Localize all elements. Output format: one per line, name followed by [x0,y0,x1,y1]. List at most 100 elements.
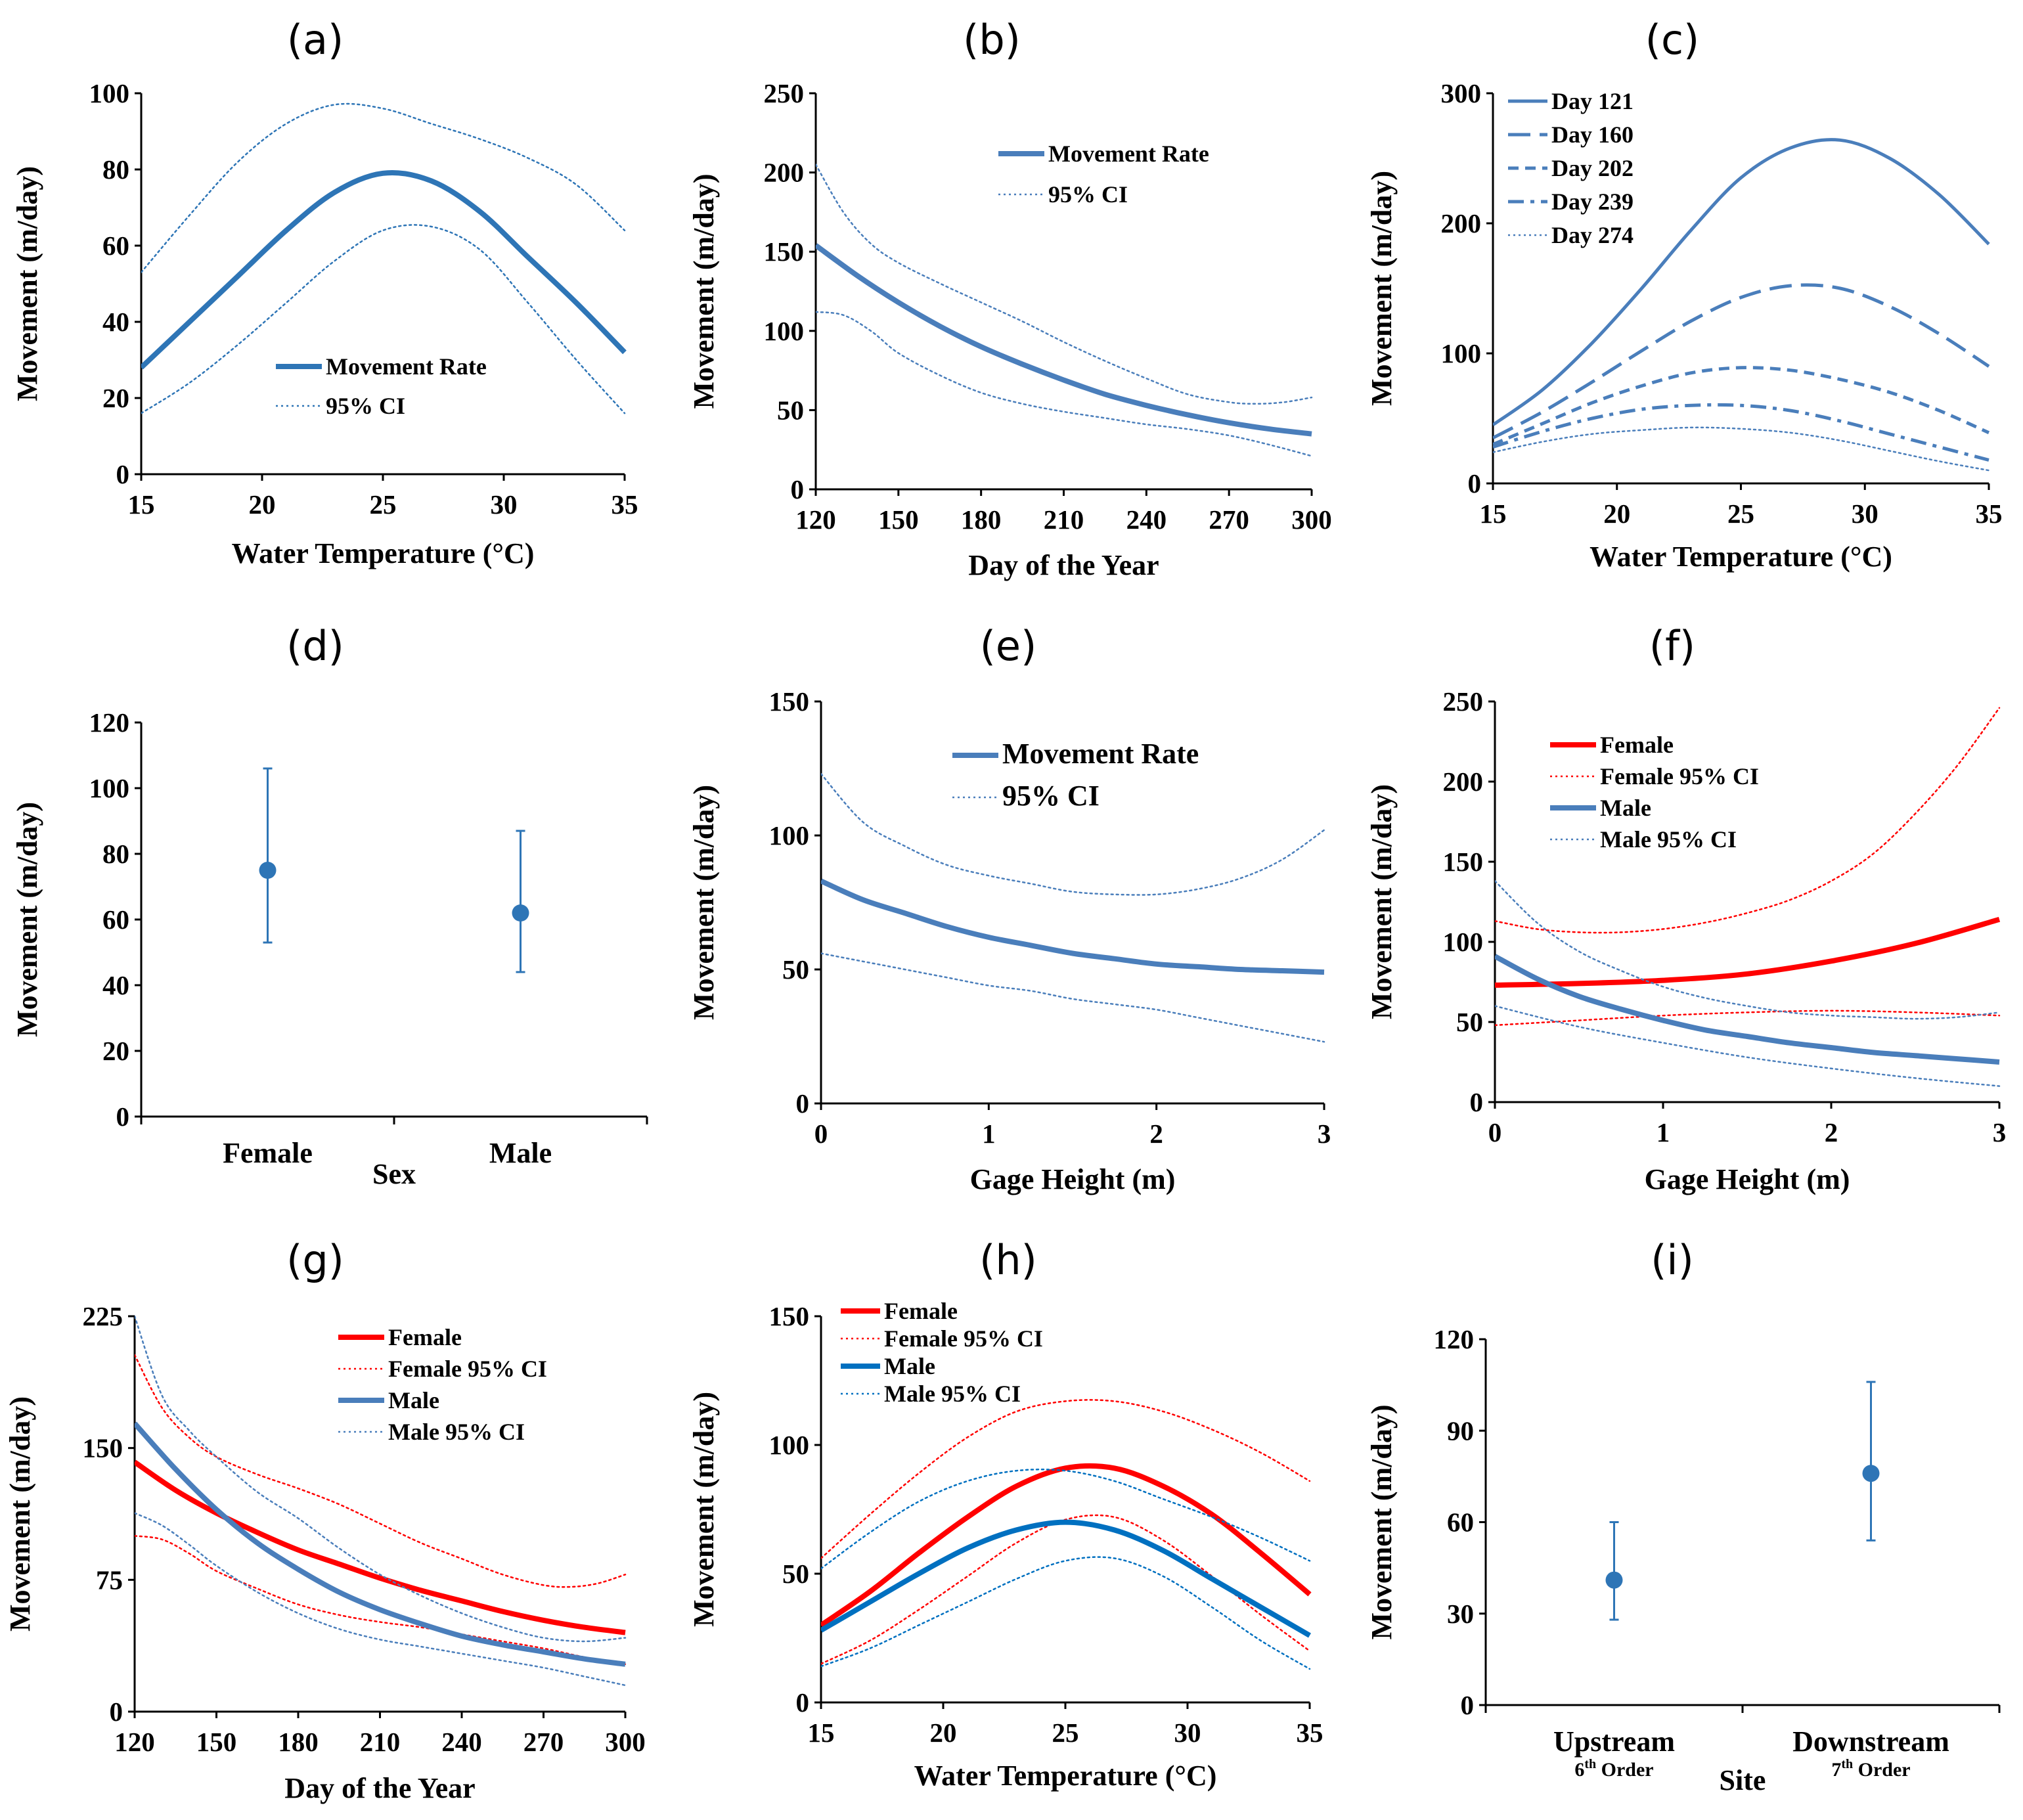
y-tick-label: 150 [83,1433,123,1463]
series-line-female [821,1463,1312,1628]
y-tick-label: 120 [1434,1324,1475,1354]
x-axis-title: Gage Height (m) [970,1163,1176,1195]
y-tick-label: 200 [1441,208,1482,238]
y-tick-label: 150 [769,1301,810,1331]
legend-label: Female 95% CI [388,1356,547,1382]
x-tick-label: 1 [1656,1117,1670,1147]
y-tick-label: 300 [1441,78,1482,108]
x-tick-label: 120 [795,504,836,535]
x-tick-label: 15 [128,489,155,520]
order-number: 7 [1831,1759,1841,1781]
series-line-95-ci-lower [141,224,626,414]
legend-label: Male 95% CI [388,1419,525,1445]
panel-h: (h) 0 50 100 150 15 20 25 30 35 Water Temperature … [688,1236,1323,1792]
x-tick-label: 30 [1852,499,1878,529]
y-tick-label: 0 [796,1088,810,1119]
legend-label: Movement Rate [1048,141,1209,167]
y-axis-title: Movement (m/day) [1366,171,1398,406]
y-tick-label: 100 [769,820,810,851]
y-tick-label: 150 [764,236,805,267]
series-line-movement-rate [816,243,1312,437]
series-line-day-202 [1493,366,1990,446]
x-tick-label: 25 [1052,1718,1079,1748]
panel-c: (c) 0 100 200 300 15 20 25 30 35 Water Temperature… [1366,16,2003,573]
order-suffix: th [1584,1757,1596,1771]
y-tick-label: 100 [769,1430,810,1460]
y-axis-title: Movement (m/day) [688,785,720,1020]
x-axis-title: Site [1720,1764,1766,1796]
x-axis-title: Day of the Year [284,1772,475,1804]
x-tick-label: 35 [1976,499,2003,529]
x-tick-label: 35 [1297,1718,1323,1748]
y-tick-label: 150 [1443,847,1484,877]
x-tick-label: 3 [1993,1117,2007,1147]
x-axis-title: Water Temperature (°C) [1590,541,1892,573]
series-line-female-95-ci-lower [135,1535,627,1666]
y-tick-label: 40 [102,307,129,337]
y-tick-label: 0 [1468,468,1482,499]
series-line-female-95-ci-upper [821,1399,1311,1559]
x-tick-label: 1 [982,1119,996,1149]
series-line-day-274 [1493,426,1990,472]
y-tick-label: 0 [110,1697,123,1727]
panel-label: (d) [286,622,344,670]
series-line-male-95-ci-upper [821,1469,1311,1570]
legend-label: Male [388,1387,439,1413]
series-line-95-ci-lower [816,311,1313,457]
x-tick-label: 270 [1209,504,1249,535]
series-line-female [1495,916,2001,988]
legend-label: Day 274 [1551,222,1634,248]
legend-label: Movement Rate [1002,738,1199,770]
series-line-95-ci-upper [141,102,626,273]
y-tick-label: 100 [1441,338,1482,368]
order-suffix: th [1841,1757,1853,1771]
y-axis-title: Movement (m/day) [11,802,43,1037]
legend-label: Male [884,1353,935,1379]
legend-label: Female 95% CI [884,1325,1043,1352]
series-line-male-95-ci-lower [821,1556,1311,1670]
x-axis-title: Gage Height (m) [1645,1163,1850,1195]
data-point-upstream [1605,1571,1623,1589]
y-axis-title: Movement (m/day) [688,173,720,409]
series-line-male-95-ci-lower [135,1512,627,1687]
y-tick-label: 120 [89,707,130,738]
series-line-female-95-ci-upper [135,1354,627,1588]
y-tick-label: 0 [1470,1087,1484,1117]
x-tick-label: 300 [1291,504,1332,535]
category-label: Upstream [1553,1725,1675,1758]
x-tick-label: 240 [1126,504,1167,535]
legend-label: Movement Rate [326,353,487,380]
x-tick-label: 20 [930,1718,957,1748]
legend-label: Day 121 [1551,88,1634,114]
series-line-95-ci-lower [821,952,1325,1043]
legend-label: Female [884,1298,958,1324]
x-tick-label: 240 [441,1727,482,1757]
y-tick-label: 30 [1447,1599,1474,1629]
y-axis-title: Movement (m/day) [688,1392,720,1627]
x-tick-label: 0 [1488,1117,1502,1147]
x-tick-label: 30 [1174,1718,1201,1748]
series-line-day-160 [1493,283,1990,439]
series-line-female-95-ci-lower [1495,1010,2001,1027]
x-axis-title: Water Temperature (°C) [914,1760,1217,1792]
y-tick-label: 250 [764,78,805,108]
panel-label: (g) [286,1236,344,1284]
order-word: Order [1596,1759,1653,1781]
y-tick-label: 100 [764,316,805,346]
legend-label: Day 202 [1551,155,1634,181]
y-tick-label: 60 [1447,1507,1474,1538]
y-tick-label: 0 [116,1101,130,1132]
x-tick-label: 35 [611,489,638,520]
panel-label: (f) [1649,622,1695,670]
y-tick-label: 200 [1443,766,1484,797]
series-line-day-239 [1493,403,1990,462]
series-line-movement-rate [821,878,1325,975]
y-tick-label: 80 [102,839,129,869]
legend-label: Day 160 [1551,122,1634,148]
x-tick-label: 15 [1480,499,1507,529]
x-tick-label: 180 [278,1727,319,1757]
y-tick-label: 50 [782,1559,809,1589]
y-tick-label: 100 [89,78,130,108]
